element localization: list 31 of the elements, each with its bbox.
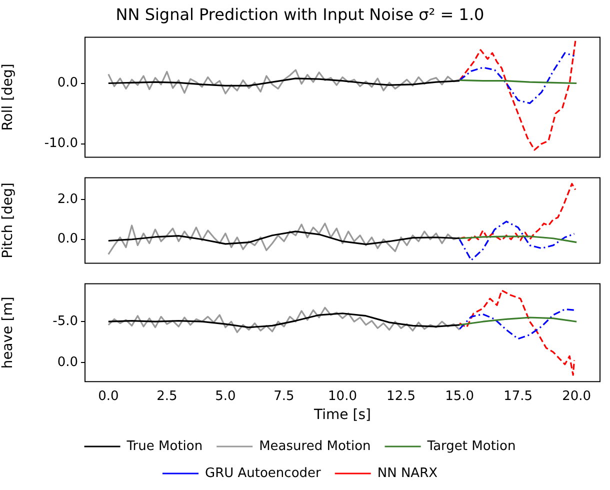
x-tick-label: 12.5	[386, 388, 416, 404]
y-axis-title: Pitch [deg]	[0, 182, 16, 258]
y-axis-title: heave [m]	[0, 296, 16, 369]
line-series	[458, 52, 576, 104]
legend-label: Measured Motion	[259, 438, 371, 454]
legend-label: NN NARX	[377, 466, 438, 481]
x-tick-label: 20.0	[562, 388, 592, 404]
x-tick-label: 7.5	[274, 388, 294, 404]
line-series	[458, 290, 576, 376]
x-tick-label: 10.0	[328, 388, 357, 404]
line-series	[458, 220, 576, 262]
y-tick-label: 0.0	[57, 355, 78, 370]
legend-label: Target Motion	[426, 438, 516, 454]
line-series	[458, 40, 576, 151]
legend-label: GRU Autoencoder	[204, 466, 322, 481]
y-tick-label: 0.0	[57, 232, 78, 247]
y-tick-label: 2.0	[57, 192, 78, 208]
chart-title: NN Signal Prediction with Input Noise σ² = 1.0	[116, 4, 484, 24]
x-tick-label: 2.5	[156, 388, 178, 404]
y-tick-label: -10.0	[44, 136, 78, 152]
x-tick-label: 5.0	[215, 388, 236, 404]
y-axis-title: Roll [deg]	[0, 64, 16, 131]
x-tick-label: 0.0	[98, 388, 119, 404]
y-tick-label: -5.0	[52, 314, 78, 329]
x-axis-title: Time [s]	[313, 407, 371, 424]
x-tick-label: 15.0	[445, 388, 474, 404]
legend-label: True Motion	[126, 438, 203, 454]
x-tick-label: 17.5	[504, 388, 533, 404]
line-series	[458, 308, 576, 340]
line-series	[458, 182, 576, 242]
y-tick-label: 0.0	[57, 76, 78, 91]
